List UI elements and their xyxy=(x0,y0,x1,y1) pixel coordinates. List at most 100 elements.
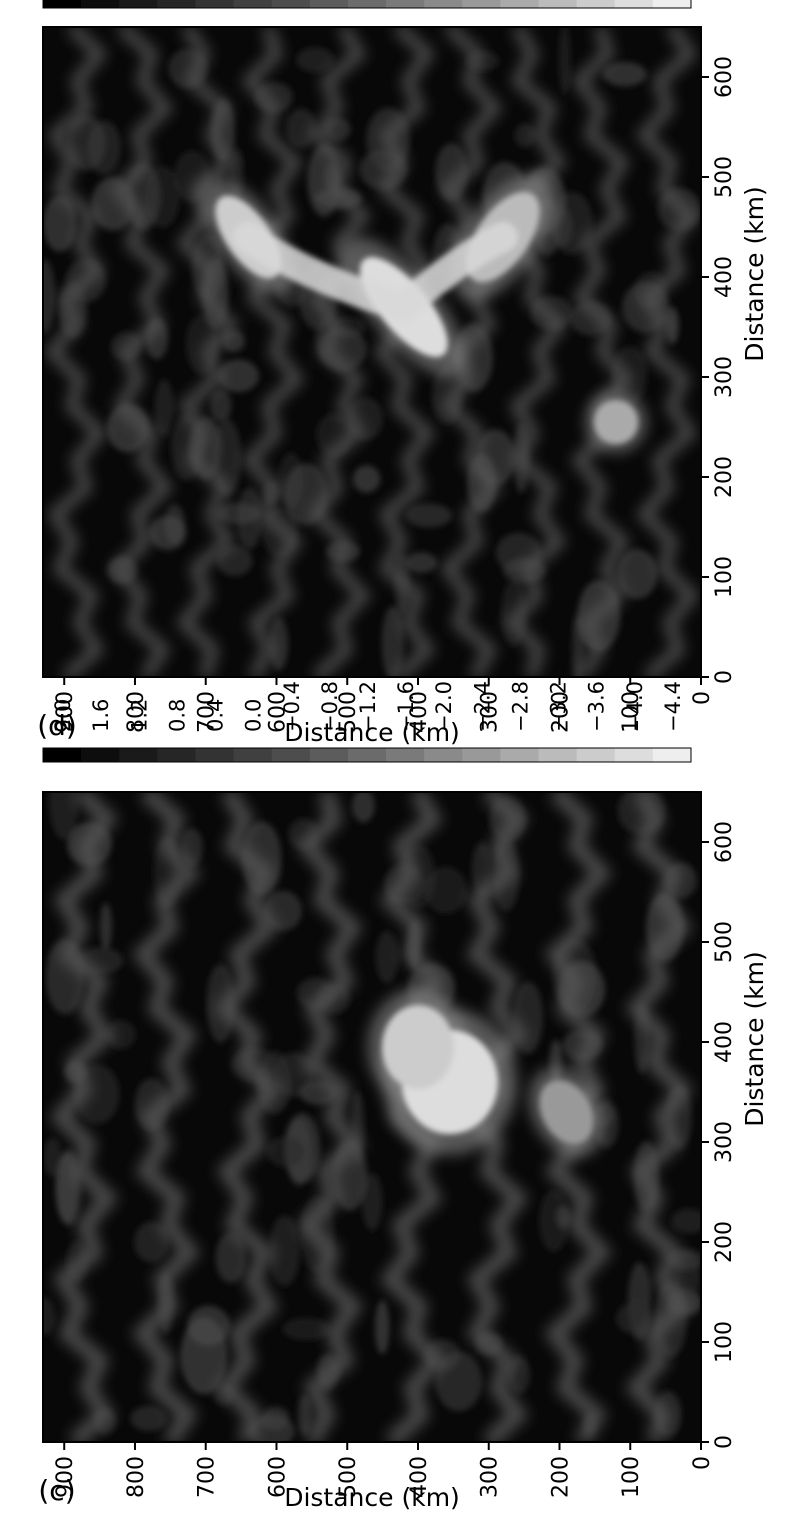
y-tick-label: 700 xyxy=(195,691,220,733)
x-tick-label: 0 xyxy=(712,670,737,684)
texture-blob xyxy=(43,195,77,252)
field-band xyxy=(175,27,240,677)
x-tick-label: 300 xyxy=(712,356,737,398)
y-tick-label: 500 xyxy=(336,1456,361,1498)
y-tick-label: 300 xyxy=(478,1456,503,1498)
colorbar-swatch xyxy=(500,748,540,762)
texture-blob xyxy=(362,1173,383,1231)
y-tick-label: 200 xyxy=(548,691,573,733)
colorbar-swatch xyxy=(233,0,273,8)
texture-blob xyxy=(210,389,232,422)
texture-blob xyxy=(134,1221,170,1263)
colorbar-swatch xyxy=(195,0,235,8)
colorbar-level-label: −4.0 xyxy=(623,681,647,732)
colorbar-level-label: −4.4 xyxy=(661,681,685,732)
texture-blob xyxy=(106,1020,136,1050)
texture-blob xyxy=(514,123,536,148)
colorbar-level-label: 0.8 xyxy=(165,699,189,732)
colorbar-swatch xyxy=(386,0,425,8)
y-tick-label: 300 xyxy=(478,691,503,733)
colorbar-swatch xyxy=(157,0,196,8)
field-band xyxy=(570,27,635,677)
texture-blob xyxy=(49,792,79,840)
y-tick-label: 600 xyxy=(265,1456,290,1498)
texture-blob xyxy=(435,1351,482,1412)
texture-blob xyxy=(405,552,437,573)
vortex-feature xyxy=(594,400,639,444)
vortex-feature xyxy=(539,1080,594,1144)
y-axis-label: Distance (km) xyxy=(284,718,460,747)
colorbar-swatch xyxy=(614,0,654,8)
texture-blob xyxy=(558,27,571,95)
colorbar-level-label: 2.0 xyxy=(51,699,75,732)
colorbar-level-label: −3.2 xyxy=(547,681,571,732)
x-tick-label: 0 xyxy=(712,1435,737,1449)
colorbar-level-label: 1.6 xyxy=(89,699,113,732)
colorbar-swatch xyxy=(81,0,120,8)
y-tick-label: 200 xyxy=(548,1456,573,1498)
texture-blob xyxy=(297,1395,312,1435)
x-axis-label: Distance (km) xyxy=(740,186,769,362)
y-tick-label: 800 xyxy=(124,1456,149,1498)
texture-blob xyxy=(216,545,253,576)
colorbar-level-label: 0.0 xyxy=(242,699,266,732)
colorbar-swatch xyxy=(576,748,616,762)
colorbar-swatch xyxy=(462,748,501,762)
field-band xyxy=(636,27,700,677)
colorbar-swatch xyxy=(119,0,158,8)
y-tick-label: 100 xyxy=(619,691,644,733)
colorbar-level-label: −2.4 xyxy=(470,681,494,732)
colorbar-swatch xyxy=(386,748,425,762)
texture-blob xyxy=(296,47,334,73)
colorbar-level-label: −0.4 xyxy=(280,681,304,732)
texture-blob xyxy=(43,259,55,334)
colorbar-swatch xyxy=(195,748,235,762)
vortex-core xyxy=(381,1005,594,1144)
colorbar-swatch xyxy=(233,748,273,762)
texture-blob xyxy=(216,502,260,525)
field-band xyxy=(131,792,201,1442)
y-tick-label: 900 xyxy=(53,691,78,733)
texture-blob xyxy=(215,1232,247,1283)
colorbar-swatch xyxy=(652,0,692,8)
x-tick-label: 200 xyxy=(712,456,737,498)
colorbar-swatch xyxy=(614,748,654,762)
field-band xyxy=(214,792,284,1442)
texture-blob xyxy=(375,1300,390,1354)
colorbar-swatch xyxy=(271,748,311,762)
texture-blob xyxy=(180,1317,228,1395)
colorbar-level-label: −1.2 xyxy=(356,681,380,732)
y-tick-label: 400 xyxy=(407,691,432,733)
colorbar-swatch xyxy=(309,0,349,8)
colorbar-level-label: 0.4 xyxy=(204,699,228,732)
field-band xyxy=(624,792,694,1442)
texture-blob xyxy=(381,606,405,677)
x-tick-label: 500 xyxy=(712,156,737,198)
colorbar-frame xyxy=(42,0,692,9)
colorbar-level-label: 1.2 xyxy=(127,699,151,732)
texture-blob xyxy=(130,1406,167,1432)
colorbar-swatch xyxy=(271,0,311,8)
colorbar-frame xyxy=(42,747,692,763)
colorbar-swatch xyxy=(81,748,120,762)
texture-blob xyxy=(154,379,174,437)
field-band xyxy=(49,792,119,1442)
vortex-filament xyxy=(233,222,518,324)
plot-area xyxy=(43,792,701,1442)
field-band xyxy=(109,27,174,677)
texture-blob xyxy=(670,1208,701,1234)
colorbar-swatch xyxy=(347,748,387,762)
x-tick-label: 500 xyxy=(712,921,737,963)
panel-label: (c) xyxy=(38,1474,75,1507)
colorbar-level-label: −2.8 xyxy=(508,681,532,732)
texture-blob xyxy=(217,359,259,393)
x-tick-label: 300 xyxy=(712,1121,737,1163)
vortex-feature xyxy=(381,1005,454,1089)
texture-blob xyxy=(555,1205,571,1229)
field-band xyxy=(504,27,568,677)
colorbar-swatch xyxy=(347,0,387,8)
colorbar-swatch xyxy=(538,748,578,762)
texture-blob xyxy=(616,1302,653,1334)
